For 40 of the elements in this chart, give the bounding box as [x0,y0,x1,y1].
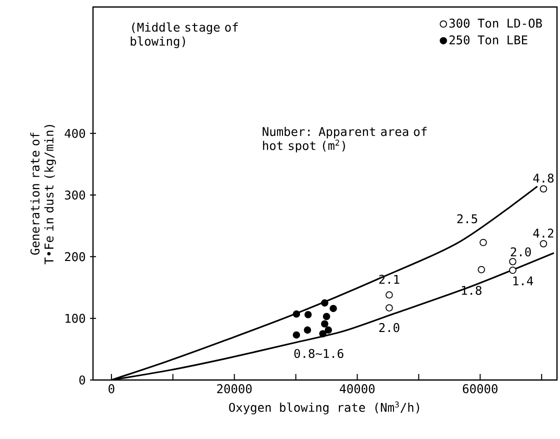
y-tick-label: 0 [79,375,86,385]
annotation: 4.8 [533,174,554,183]
annotation: 4.2 [533,228,554,238]
annotation: 2.0 [510,247,531,256]
point [319,330,326,338]
annotation: 2.1 [379,274,400,284]
point [386,304,393,312]
y-tick-label: 200 [65,252,86,262]
point [304,326,312,334]
point [292,310,300,318]
point [478,266,486,274]
annotation: (Middle stage of blowing) [130,22,238,48]
x-tick-label: 20000 [217,384,252,394]
x-tick-label: 60000 [462,384,498,394]
point [386,291,393,299]
x-axis-title: Oxygen blowing rate (Nm$^{3}$/h) [229,401,420,414]
y-tick-label: 400 [64,128,86,138]
point [321,299,328,307]
point [324,326,332,334]
x-tick-label: 40000 [340,384,375,394]
legend-label: 250 Ton LBE [449,35,528,44]
annotation: 1.8 [462,286,482,295]
point [509,258,516,266]
legend-label: 300 Ton LD-OB [449,18,542,28]
y-tick-label: 100 [66,314,86,323]
point [304,310,312,318]
point [292,331,300,339]
y-tick-label: 300 [64,190,86,200]
point [480,238,487,246]
annotation: 2.5 [457,214,478,224]
point [330,304,337,312]
point [321,320,328,328]
annotation: 2.0 [379,323,400,332]
point [509,266,516,274]
y-axis-title: Generation rate of T•Fe in dust (kg/min) [30,125,56,264]
point [322,312,330,320]
annotation: 0.8∼1.6 [294,348,344,358]
x-tick-label: 0 [108,384,114,394]
annotation: Number: Apparent area of hot spot (m$^{2}$) [262,126,427,152]
annotation: 1.4 [513,276,534,286]
